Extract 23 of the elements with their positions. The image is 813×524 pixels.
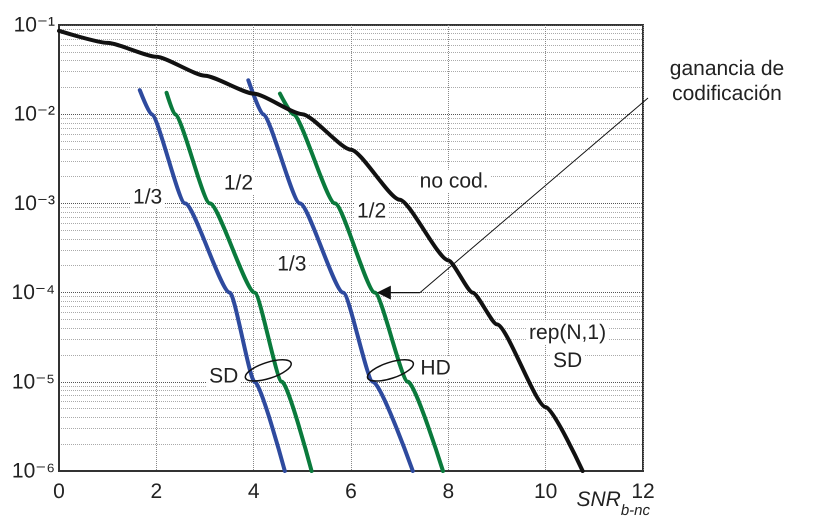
text: ganancia de codificación: [670, 57, 784, 105]
annotation: rep(N,1) SD: [529, 321, 606, 372]
y-tick-label: 10⁻⁴: [12, 281, 55, 304]
y-tick-label: 10⁻⁵: [12, 370, 55, 394]
y-tick-label: 10⁻²: [14, 102, 56, 126]
x-tick-label: 10: [534, 480, 558, 503]
x-tick-label: 8: [442, 480, 454, 503]
series-label: 1/3: [277, 252, 306, 276]
series-label: 1/3: [133, 185, 162, 208]
x-tick-label: 0: [53, 480, 65, 503]
series-label: 1/2: [224, 171, 254, 194]
x-tick-label: 4: [248, 480, 260, 503]
annotation: SD: [209, 364, 238, 388]
line-series: [164, 90, 314, 473]
series-label: 1/2: [356, 199, 386, 222]
x-tick-label: 12: [631, 480, 655, 503]
y-tick-label: 10⁻¹: [14, 14, 56, 36]
x-tick-label: 2: [150, 480, 162, 503]
x-tick-label: 6: [345, 480, 357, 503]
series-label: no cod.: [420, 170, 489, 193]
y-tick-label: 10⁻³: [14, 192, 56, 215]
annotation: HD: [420, 356, 451, 380]
y-tick-label: 10⁻⁶: [12, 460, 55, 482]
